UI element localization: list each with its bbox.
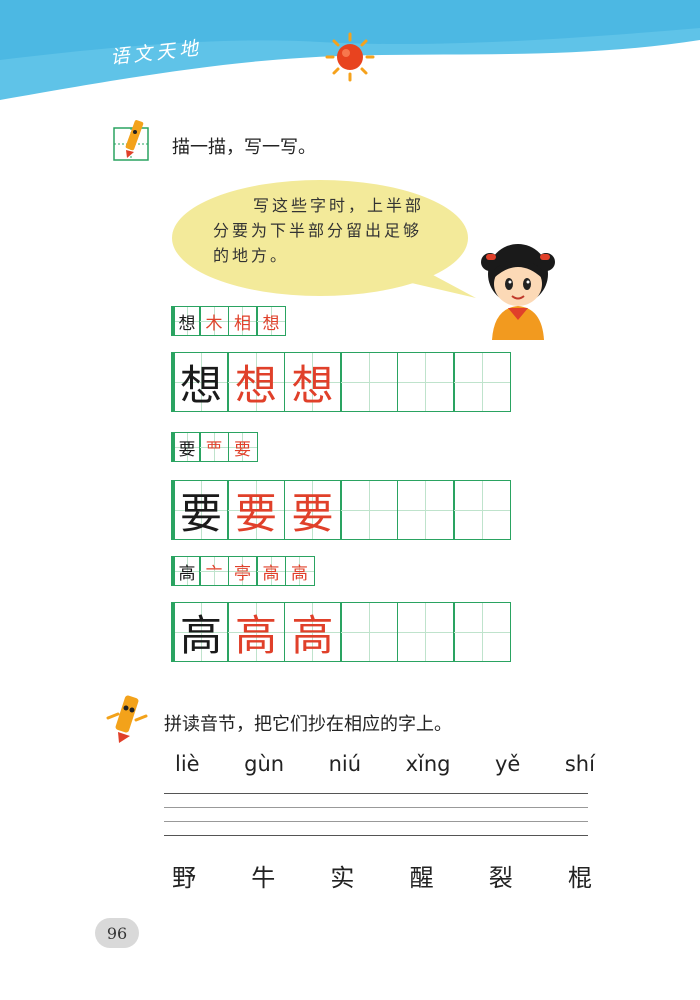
sun-icon: [325, 32, 375, 82]
writing-cell: 想: [227, 352, 285, 412]
stroke-cell: 要: [170, 432, 201, 462]
stroke-cell: 亠: [199, 556, 229, 586]
stroke-order-row-3: 高 亠 亭 高 高: [170, 556, 315, 586]
pinyin-row: liè gùn niú xǐng yě shí: [175, 752, 595, 776]
speech-bubble-text: 写这些字时，上半部分要为下半部分留出足够的地方。: [213, 196, 425, 265]
pinyin-syllable: niú: [328, 752, 362, 776]
pinyin-syllable: gùn: [244, 752, 285, 776]
writing-row-3: 高 高 高: [170, 602, 511, 662]
pinyin-syllable: xǐng: [405, 752, 451, 776]
writing-cell: 要: [170, 480, 229, 540]
stroke-cell: 亭: [227, 556, 258, 586]
character: 裂: [488, 864, 513, 892]
stroke-cell: 高: [284, 556, 315, 586]
pinyin-syllable: liè: [175, 752, 200, 776]
stroke-cell: 想: [170, 306, 201, 336]
stroke-order-row-1: 想 木 相 想: [170, 306, 286, 336]
character: 实: [330, 864, 355, 892]
writing-cell: 高: [170, 602, 229, 662]
writing-cell-empty[interactable]: [340, 602, 398, 662]
writing-cell-empty[interactable]: [453, 352, 511, 412]
stroke-cell: 高: [256, 556, 286, 586]
writing-cell-empty[interactable]: [340, 352, 398, 412]
writing-cell: 要: [227, 480, 285, 540]
character-row: 野 牛 实 醒 裂 棍: [172, 858, 592, 893]
writing-cell-empty[interactable]: [453, 480, 511, 540]
pinyin-syllable: shí: [564, 752, 595, 776]
writing-row-1: 想 想 想: [170, 352, 511, 412]
section-title-trace-write: 描一描，写一写。: [172, 137, 316, 158]
writing-row-2: 要 要 要: [170, 480, 511, 540]
writing-cell: 想: [283, 352, 342, 412]
pencil-icon: [106, 695, 148, 743]
writing-cell-empty[interactable]: [396, 602, 455, 662]
writing-cell: 要: [283, 480, 342, 540]
stroke-cell: 相: [227, 306, 258, 336]
stroke-cell: 想: [256, 306, 286, 336]
stroke-cell: 高: [170, 556, 201, 586]
writing-cell: 高: [283, 602, 342, 662]
page-number: 96: [95, 918, 139, 948]
character: 醒: [409, 864, 434, 892]
speech-bubble: [172, 180, 476, 298]
stroke-cell: 要: [227, 432, 258, 462]
pinyin-syllable: yě: [494, 752, 521, 776]
character: 牛: [251, 864, 276, 892]
stroke-order-row-2: 要 覀 要: [170, 432, 258, 462]
stroke-cell: 覀: [199, 432, 229, 462]
writing-cell-empty[interactable]: [396, 480, 455, 540]
section-title-pinyin: 拼读音节，把它们抄在相应的字上。: [164, 714, 452, 735]
character: 棍: [567, 864, 592, 892]
writing-cell: 想: [170, 352, 229, 412]
writing-cell-empty[interactable]: [453, 602, 511, 662]
pencil-grid-icon: [113, 120, 149, 161]
pinyin-writing-lines[interactable]: [164, 793, 588, 849]
character: 野: [172, 864, 196, 892]
girl-illustration: [481, 244, 555, 340]
stroke-cell: 木: [199, 306, 229, 336]
writing-cell-empty[interactable]: [396, 352, 455, 412]
writing-cell-empty[interactable]: [340, 480, 398, 540]
writing-cell: 高: [227, 602, 285, 662]
